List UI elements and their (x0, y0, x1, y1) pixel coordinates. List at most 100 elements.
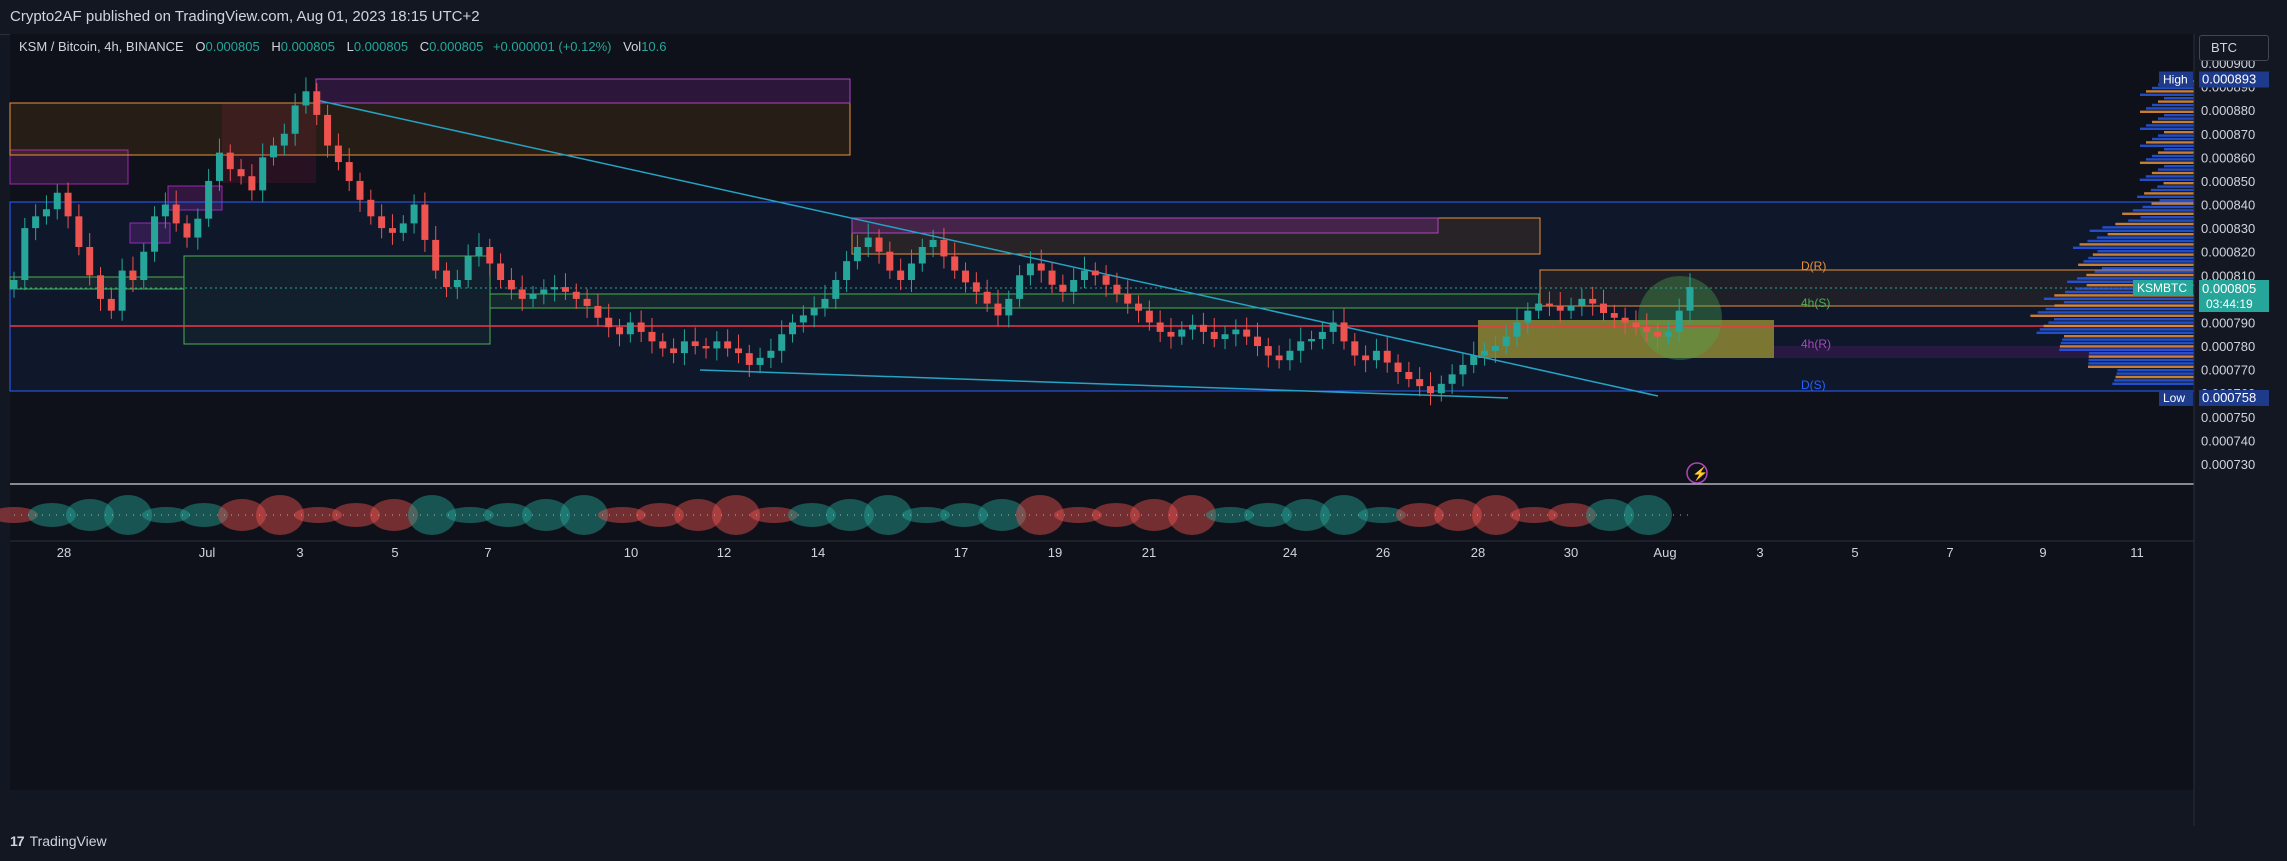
candle-body (86, 246, 94, 276)
volume-profile-bar (2036, 331, 2194, 334)
volume-profile-bar (2151, 137, 2194, 141)
volume-profile-bar (2059, 348, 2194, 351)
oscillator-wave (294, 507, 342, 523)
date-tick-label: 21 (1142, 545, 1156, 560)
volume-profile-bar (2096, 236, 2194, 239)
candle-body (1145, 310, 1153, 323)
volume-profile-bar (2088, 352, 2194, 355)
volume-profile-bar (2151, 171, 2194, 175)
volume-profile-bar (2088, 256, 2194, 260)
candle-body (1416, 379, 1424, 387)
oscillator-wave (332, 503, 380, 527)
candle-body (972, 282, 980, 292)
volume-profile-bar (2157, 168, 2194, 171)
candle-body (1491, 346, 1499, 351)
volume-profile-bar (2072, 246, 2194, 249)
tradingview-brand[interactable]: 17 TradingView (10, 833, 107, 849)
candle-body (378, 216, 386, 229)
candle-body (680, 341, 688, 354)
candle-body (1156, 322, 1164, 332)
oscillator-wave (1130, 499, 1178, 531)
volume-profile-bar (2067, 280, 2194, 283)
candle-body (907, 263, 915, 281)
candle-body (75, 216, 83, 247)
oscillator-wave (560, 495, 608, 535)
candle-body (259, 157, 267, 191)
chart-area[interactable] (10, 34, 2194, 790)
volume-profile-bar (2115, 375, 2194, 379)
candle-body (1632, 322, 1640, 328)
volume-profile-bar (2064, 335, 2194, 338)
price-tick-label: 0.000770 (2201, 363, 2255, 378)
volume-profile-bar (2059, 345, 2194, 348)
volume-profile-bar (2163, 148, 2194, 151)
price-tick-label: 0.000820 (2201, 245, 2255, 260)
price-tick-label: 0.000780 (2201, 339, 2255, 354)
candle-body (1426, 386, 1434, 394)
high-tag-label-bg (2159, 71, 2193, 88)
candle-body (21, 228, 29, 281)
oscillator-wave (1396, 503, 1444, 527)
symbol-title[interactable]: KSM / Bitcoin, 4h, BINANCE (19, 39, 184, 54)
oscillator-wave (902, 507, 950, 523)
candle-body (626, 322, 634, 335)
candle-body (97, 275, 105, 299)
date-tick-label: Jul (199, 545, 216, 560)
oscillator-wave (636, 503, 684, 527)
volume-profile-bar (2163, 131, 2194, 134)
volume-profile-bar (2078, 263, 2194, 266)
volume-profile-bar (2151, 154, 2194, 158)
candle-body (994, 303, 1002, 316)
high-tag-label: High (2163, 73, 2188, 87)
level-label: D(S) (1801, 378, 1826, 392)
candle-body (215, 152, 223, 181)
candle-body (356, 180, 364, 200)
candle-body (1264, 346, 1272, 356)
level-label: D(R) (1801, 259, 1826, 273)
oscillator-wave (28, 503, 76, 527)
date-tick-label: 28 (1471, 545, 1485, 560)
volume-profile-bar (2140, 93, 2194, 96)
brand-label: TradingView (29, 833, 107, 849)
high-tag-value: 0.000893 (2202, 72, 2256, 87)
candle-body (475, 246, 483, 257)
close-label: C (419, 39, 430, 54)
candle-body (1513, 322, 1521, 337)
candle-body (745, 353, 753, 365)
zone-purple (9, 149, 129, 185)
zone-green-mid (489, 293, 1541, 309)
candle-body (129, 270, 137, 281)
candle-body (388, 228, 396, 233)
candle-body (1113, 284, 1121, 295)
candle-body (540, 289, 548, 295)
candle-body (605, 317, 613, 328)
volume-profile-bar (2117, 369, 2194, 372)
date-tick-label: 12 (717, 545, 731, 560)
volume-profile-bar (2157, 134, 2194, 137)
date-tick-label: 26 (1376, 545, 1390, 560)
candle-body (205, 180, 213, 219)
volume-profile-bar (2053, 318, 2194, 321)
candle-body (1545, 303, 1553, 306)
candle-body (1253, 336, 1261, 347)
candle-body (713, 341, 721, 349)
candle-body (1308, 338, 1316, 342)
oscillator-wave (0, 507, 38, 523)
volume-profile-bar (2088, 358, 2194, 362)
candle-body (10, 280, 18, 290)
volume-profile-bar (2139, 144, 2194, 147)
volume-profile-bar (2060, 341, 2194, 345)
candle-body (1524, 310, 1532, 323)
currency-button[interactable]: BTC (2199, 35, 2269, 61)
volume-profile-bar (2159, 199, 2194, 202)
candle-body (270, 145, 278, 158)
candle-body (367, 199, 375, 217)
volume-profile-bar (2114, 379, 2194, 382)
candle-body (1610, 313, 1618, 318)
last-price-tag: 0.000805 (2202, 281, 2256, 296)
volume-profile-bar (2163, 165, 2194, 168)
candle-body (1059, 284, 1067, 292)
candle-body (853, 246, 861, 262)
date-tick-label: 14 (811, 545, 825, 560)
